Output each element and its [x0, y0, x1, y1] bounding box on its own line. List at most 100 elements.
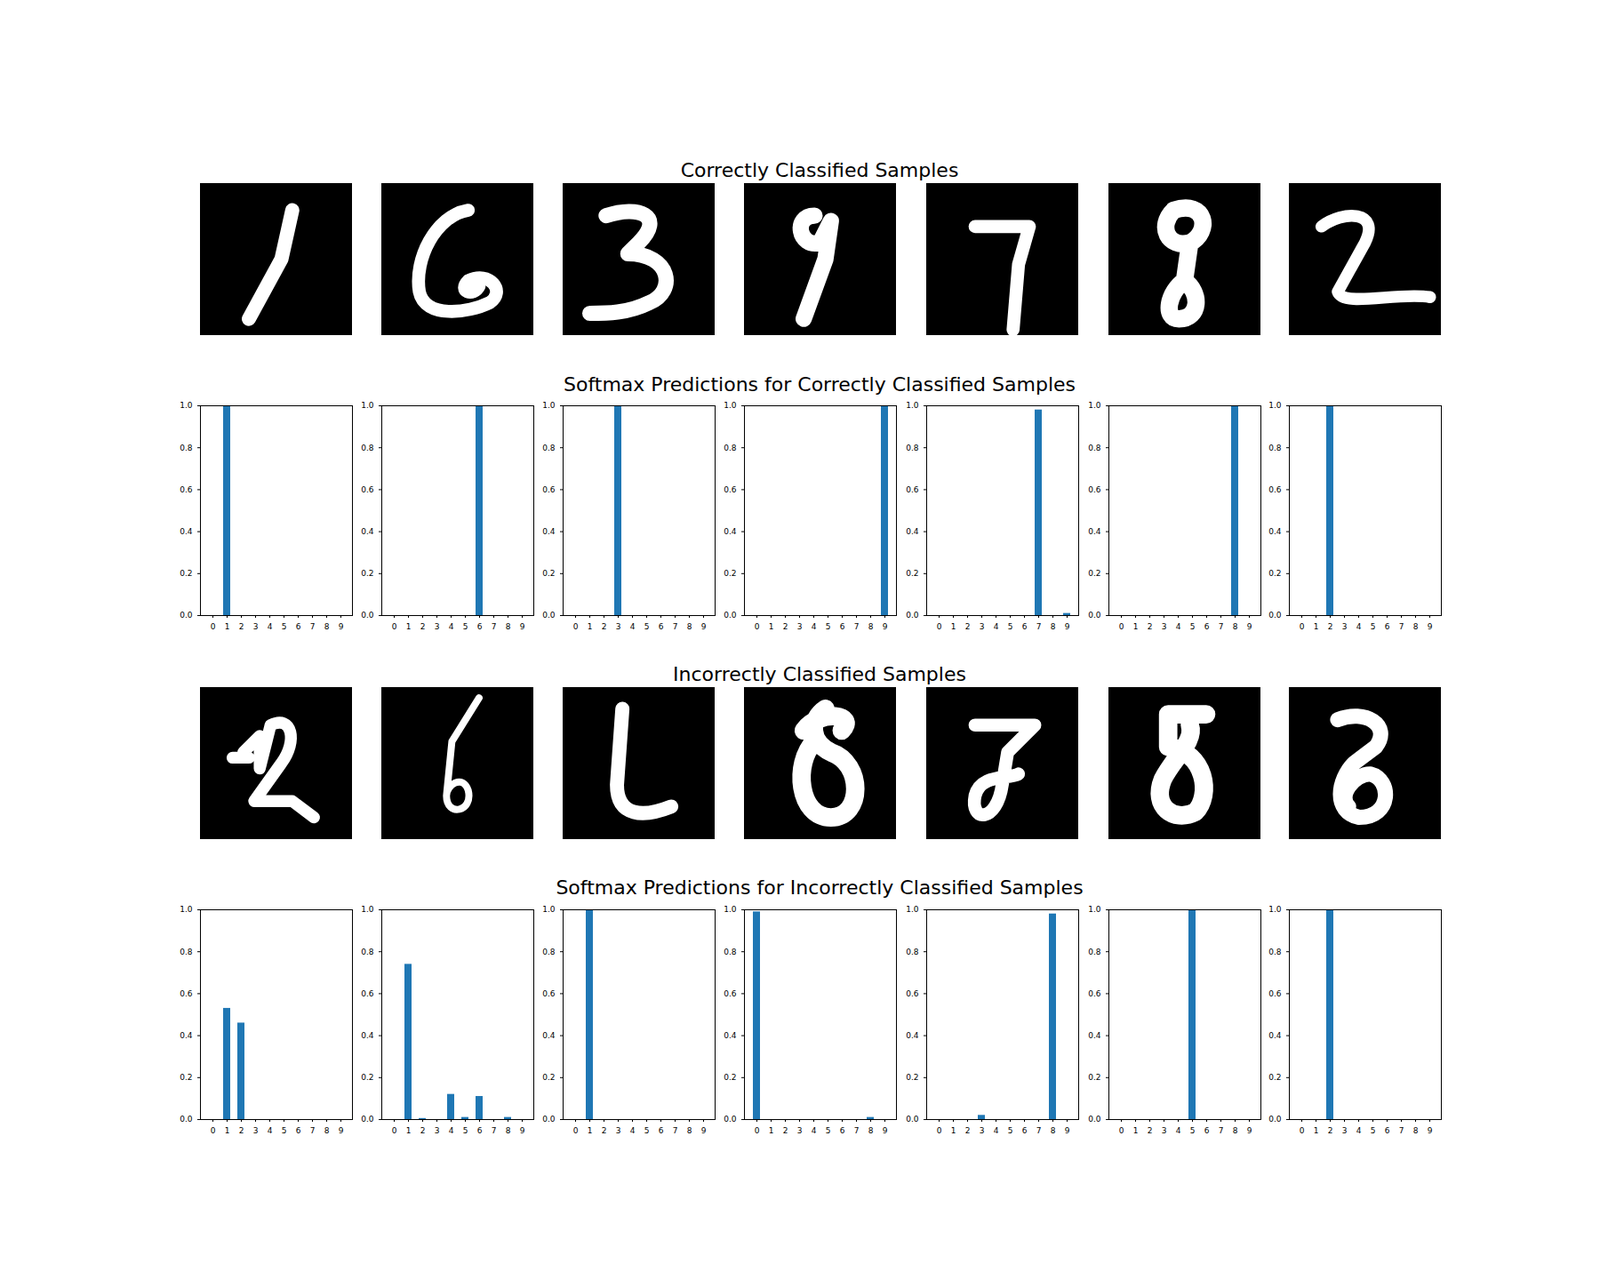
svg-text:1.0: 1.0 [542, 400, 556, 410]
svg-text:5: 5 [281, 1126, 288, 1136]
svg-text:7: 7 [310, 1126, 316, 1136]
svg-text:8: 8 [1413, 622, 1419, 632]
svg-text:6: 6 [1384, 622, 1391, 632]
svg-text:0.2: 0.2 [360, 1072, 374, 1082]
svg-text:0.2: 0.2 [1088, 1072, 1101, 1082]
svg-text:4: 4 [448, 1126, 455, 1136]
svg-text:1.0: 1.0 [1268, 400, 1282, 410]
svg-text:2: 2 [601, 622, 608, 632]
svg-text:0.8: 0.8 [179, 443, 193, 453]
svg-text:0: 0 [1119, 1126, 1125, 1136]
svg-text:1: 1 [224, 622, 231, 632]
svg-text:2: 2 [1328, 622, 1334, 632]
svg-text:0.0: 0.0 [1088, 610, 1102, 620]
svg-text:0.0: 0.0 [542, 1114, 556, 1124]
svg-text:0.6: 0.6 [1088, 485, 1102, 495]
svg-text:1: 1 [224, 1126, 231, 1136]
svg-text:0.4: 0.4 [179, 527, 193, 536]
svg-text:8: 8 [1413, 1126, 1419, 1136]
svg-text:8: 8 [1232, 622, 1239, 632]
svg-text:0.4: 0.4 [905, 527, 920, 536]
svg-text:6: 6 [1022, 1126, 1028, 1136]
svg-text:1: 1 [587, 622, 593, 632]
svg-text:1.0: 1.0 [360, 400, 375, 410]
svg-text:0: 0 [936, 1126, 943, 1136]
svg-text:8: 8 [868, 622, 874, 632]
svg-text:7: 7 [1036, 1126, 1042, 1136]
svg-text:3: 3 [1161, 1126, 1168, 1136]
svg-text:7: 7 [491, 622, 497, 632]
svg-text:9: 9 [520, 1126, 526, 1136]
svg-text:0.2: 0.2 [542, 568, 555, 578]
svg-text:0.4: 0.4 [1268, 527, 1282, 536]
svg-text:4: 4 [993, 1126, 1000, 1136]
svg-text:0.6: 0.6 [179, 485, 193, 495]
svg-text:2: 2 [965, 1126, 971, 1136]
svg-text:8: 8 [505, 1126, 512, 1136]
svg-text:5: 5 [1370, 1126, 1376, 1136]
svg-text:0.6: 0.6 [360, 989, 375, 999]
svg-text:4: 4 [1176, 622, 1182, 632]
svg-text:0.2: 0.2 [723, 1072, 736, 1082]
svg-text:0.2: 0.2 [905, 568, 919, 578]
svg-text:6: 6 [1384, 1126, 1391, 1136]
svg-text:9: 9 [338, 1126, 344, 1136]
svg-text:6: 6 [296, 1126, 302, 1136]
svg-text:0.8: 0.8 [723, 443, 737, 453]
svg-text:7: 7 [1218, 622, 1224, 632]
svg-text:1.0: 1.0 [1088, 904, 1102, 914]
svg-text:0.2: 0.2 [723, 568, 736, 578]
svg-text:9: 9 [701, 1126, 707, 1136]
svg-text:3: 3 [979, 622, 985, 632]
svg-text:0.0: 0.0 [179, 1114, 193, 1124]
svg-text:0.4: 0.4 [360, 527, 375, 536]
svg-text:1: 1 [951, 1126, 957, 1136]
svg-text:0.8: 0.8 [723, 947, 737, 957]
svg-text:4: 4 [1356, 622, 1362, 632]
svg-text:0.4: 0.4 [723, 1031, 737, 1040]
svg-text:5: 5 [463, 622, 469, 632]
svg-text:0.0: 0.0 [542, 610, 556, 620]
svg-text:9: 9 [1064, 622, 1071, 632]
svg-text:0: 0 [392, 1126, 398, 1136]
svg-text:9: 9 [1427, 1126, 1433, 1136]
svg-text:4: 4 [630, 1126, 636, 1136]
svg-text:0.0: 0.0 [360, 1114, 375, 1124]
svg-text:1: 1 [1313, 1126, 1320, 1136]
svg-text:4: 4 [993, 622, 1000, 632]
svg-text:0: 0 [573, 622, 579, 632]
svg-text:2: 2 [1147, 1126, 1153, 1136]
svg-text:0: 0 [1299, 622, 1305, 632]
svg-text:1.0: 1.0 [1268, 904, 1282, 914]
svg-text:9: 9 [882, 622, 888, 632]
svg-text:0.2: 0.2 [179, 568, 192, 578]
svg-text:8: 8 [324, 1126, 330, 1136]
svg-text:2: 2 [1147, 622, 1153, 632]
svg-text:0.6: 0.6 [542, 485, 556, 495]
svg-text:0.6: 0.6 [723, 989, 737, 999]
svg-text:3: 3 [616, 1126, 622, 1136]
svg-text:0.0: 0.0 [905, 1114, 920, 1124]
svg-text:0.4: 0.4 [542, 1031, 556, 1040]
svg-text:0.4: 0.4 [179, 1031, 193, 1040]
svg-text:7: 7 [854, 622, 860, 632]
svg-text:1: 1 [1133, 1126, 1139, 1136]
svg-text:0.0: 0.0 [723, 610, 737, 620]
svg-text:0.6: 0.6 [723, 485, 737, 495]
svg-text:5: 5 [644, 1126, 650, 1136]
svg-text:0: 0 [754, 1126, 760, 1136]
svg-text:0.6: 0.6 [1268, 989, 1282, 999]
svg-text:3: 3 [253, 1126, 259, 1136]
svg-text:0.8: 0.8 [1268, 947, 1282, 957]
svg-text:0.6: 0.6 [179, 989, 193, 999]
svg-text:5: 5 [463, 1126, 469, 1136]
svg-text:6: 6 [1204, 622, 1210, 632]
svg-text:0.0: 0.0 [723, 1114, 737, 1124]
svg-text:3: 3 [797, 1126, 803, 1136]
svg-text:1: 1 [951, 622, 957, 632]
svg-text:8: 8 [505, 622, 512, 632]
svg-text:5: 5 [1190, 1126, 1196, 1136]
svg-text:9: 9 [1247, 622, 1253, 632]
svg-text:6: 6 [658, 1126, 664, 1136]
svg-text:2: 2 [1328, 1126, 1334, 1136]
